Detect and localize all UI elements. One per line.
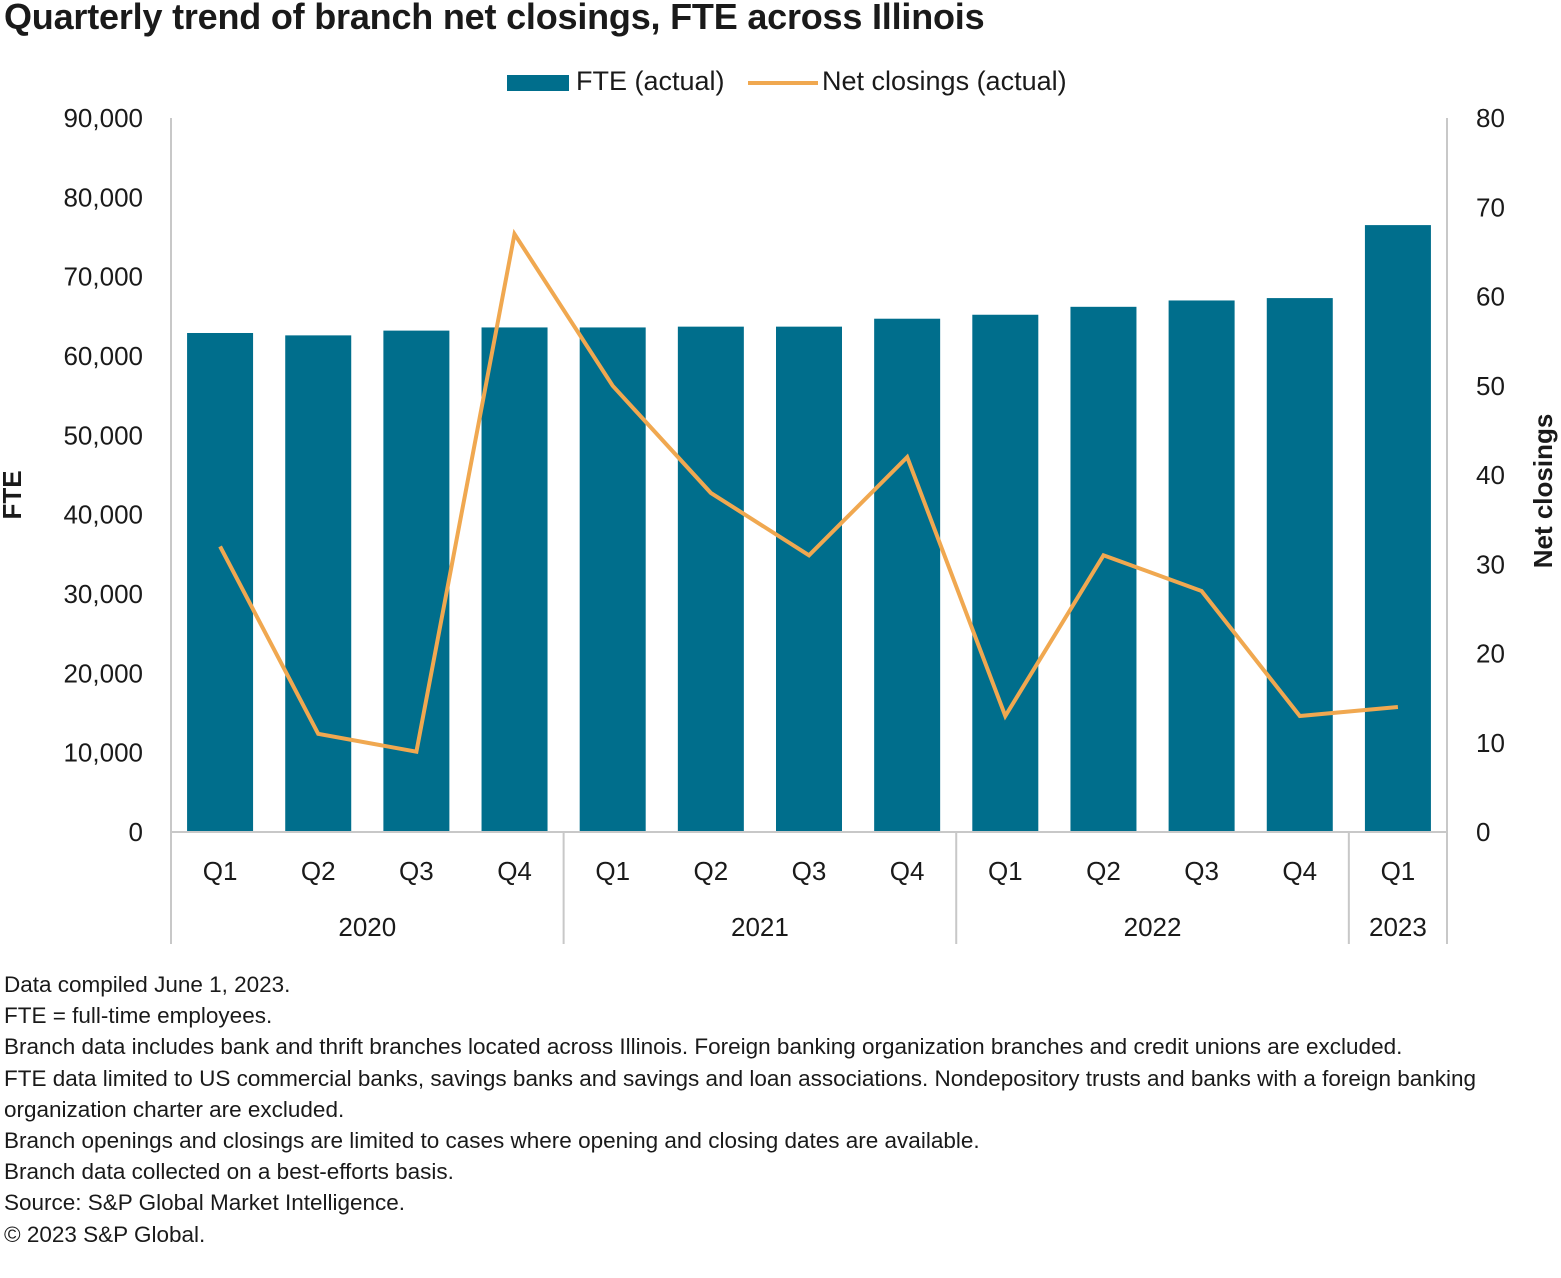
right-tick-label: 40 bbox=[1476, 460, 1505, 490]
fte-bar bbox=[1266, 298, 1333, 832]
fte-bar bbox=[187, 332, 254, 832]
note-line: FTE = full-time employees. bbox=[4, 1003, 273, 1029]
right-axis-title: Net closings bbox=[1528, 414, 1558, 569]
quarter-label: Q3 bbox=[1184, 856, 1219, 886]
right-tick-label: 0 bbox=[1476, 817, 1490, 847]
quarter-label: Q1 bbox=[595, 856, 630, 886]
right-tick-label: 30 bbox=[1476, 549, 1505, 579]
right-tick-label: 60 bbox=[1476, 282, 1505, 312]
note-line: Branch openings and closings are limited… bbox=[4, 1128, 980, 1154]
note-line: Branch data includes bank and thrift bra… bbox=[4, 1034, 1403, 1060]
quarter-label: Q2 bbox=[694, 856, 729, 886]
year-label: 2023 bbox=[1369, 912, 1427, 942]
right-tick-label: 50 bbox=[1476, 371, 1505, 401]
left-tick-label: 30,000 bbox=[63, 579, 143, 609]
legend-line-swatch bbox=[748, 81, 818, 85]
fte-bar bbox=[1168, 300, 1235, 832]
year-label: 2022 bbox=[1124, 912, 1182, 942]
note-line: Branch data collected on a best-efforts … bbox=[4, 1159, 454, 1185]
fte-bar bbox=[1364, 225, 1431, 833]
quarter-label: Q1 bbox=[1381, 856, 1416, 886]
note-line: © 2023 S&P Global. bbox=[4, 1221, 206, 1247]
legend-bar-swatch bbox=[507, 75, 569, 91]
quarter-label: Q2 bbox=[301, 856, 336, 886]
fte-bar bbox=[1070, 306, 1137, 832]
right-tick-label: 80 bbox=[1476, 103, 1505, 133]
note-line: FTE data limited to US commercial banks,… bbox=[4, 1065, 1477, 1122]
left-axis-title: FTE bbox=[0, 470, 27, 519]
chart-title: Quarterly trend of branch net closings, … bbox=[4, 0, 985, 37]
fte-bar bbox=[972, 314, 1039, 832]
quarter-label: Q2 bbox=[1086, 856, 1121, 886]
left-tick-label: 60,000 bbox=[63, 341, 143, 371]
quarter-label: Q1 bbox=[203, 856, 238, 886]
note-line: Data compiled June 1, 2023. bbox=[4, 972, 291, 997]
fte-bar bbox=[677, 326, 744, 832]
chart-notes: Data compiled June 1, 2023. FTE = full-t… bbox=[4, 969, 1554, 1250]
right-tick-label: 70 bbox=[1476, 192, 1505, 222]
left-tick-label: 80,000 bbox=[63, 182, 143, 212]
left-tick-label: 40,000 bbox=[63, 500, 143, 530]
legend-bar-label: FTE (actual) bbox=[576, 66, 725, 96]
left-tick-label: 70,000 bbox=[63, 262, 143, 292]
fte-bar bbox=[776, 326, 842, 832]
year-label: 2021 bbox=[731, 912, 789, 942]
quarter-label: Q3 bbox=[792, 856, 827, 886]
fte-bar bbox=[874, 318, 941, 832]
right-tick-label: 20 bbox=[1476, 639, 1505, 669]
year-label: 2020 bbox=[338, 912, 396, 942]
legend-line-label: Net closings (actual) bbox=[822, 66, 1067, 96]
fte-bar bbox=[383, 330, 450, 832]
quarter-label: Q4 bbox=[497, 856, 532, 886]
left-tick-label: 50,000 bbox=[63, 420, 143, 450]
fte-bar bbox=[579, 327, 646, 832]
chart-legend: FTE (actual) Net closings (actual) bbox=[0, 66, 1561, 102]
chart-svg: 0 10,000 20,000 30,000 40,000 50,000 60,000 70,… bbox=[0, 103, 1558, 944]
right-tick-label: 10 bbox=[1476, 728, 1505, 758]
note-line: Source: S&P Global Market Intelligence. bbox=[4, 1190, 406, 1216]
quarter-label: Q4 bbox=[1282, 856, 1317, 886]
fte-bar bbox=[481, 327, 548, 832]
net-closings-line bbox=[218, 228, 1399, 755]
fte-bar bbox=[285, 335, 352, 832]
quarter-label: Q1 bbox=[988, 856, 1023, 886]
left-tick-label: 0 bbox=[129, 817, 143, 847]
left-tick-label: 10,000 bbox=[63, 738, 143, 768]
left-tick-label: 90,000 bbox=[63, 103, 143, 133]
quarter-label: Q3 bbox=[399, 856, 434, 886]
left-tick-label: 20,000 bbox=[63, 658, 143, 688]
quarter-label: Q4 bbox=[890, 856, 925, 886]
